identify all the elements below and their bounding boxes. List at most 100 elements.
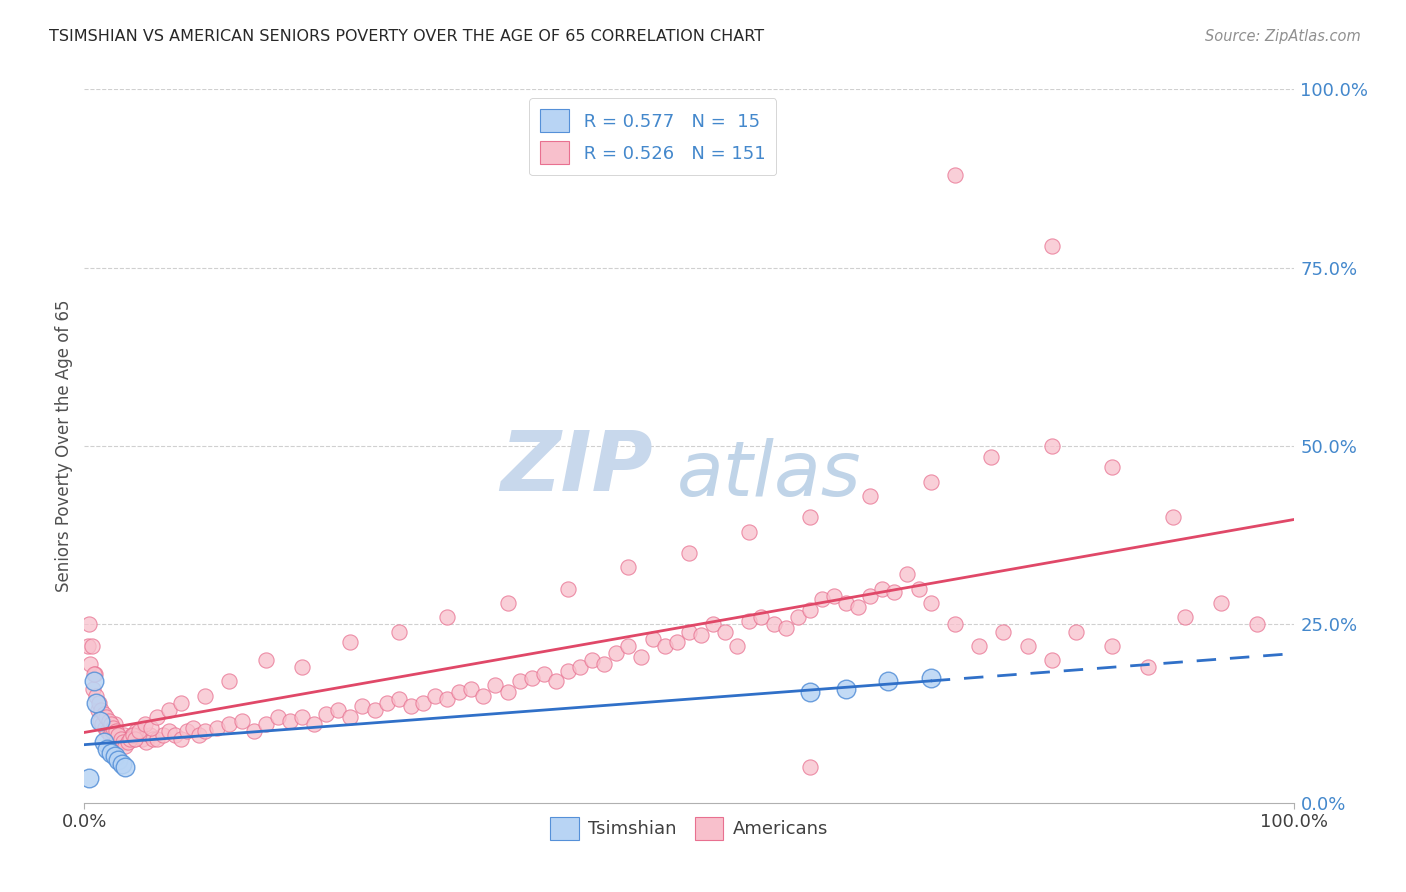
Point xyxy=(108,735,131,749)
Point xyxy=(751,610,773,624)
Point xyxy=(83,674,105,689)
Point xyxy=(194,689,217,703)
Point xyxy=(363,703,385,717)
Point xyxy=(98,728,121,742)
Point xyxy=(110,731,132,746)
Point xyxy=(1137,660,1160,674)
Point xyxy=(641,632,664,646)
Point xyxy=(823,589,845,603)
Point xyxy=(449,685,471,699)
Point xyxy=(654,639,676,653)
Point xyxy=(218,674,240,689)
Point xyxy=(170,731,193,746)
Point xyxy=(105,731,128,746)
Point xyxy=(630,649,652,664)
Point xyxy=(1040,653,1063,667)
Point xyxy=(122,731,145,746)
Point xyxy=(142,731,165,746)
Point xyxy=(91,717,114,731)
Point xyxy=(678,546,700,560)
Point xyxy=(111,756,134,771)
Point xyxy=(1040,439,1063,453)
Point xyxy=(86,689,108,703)
Point xyxy=(176,724,198,739)
Point xyxy=(859,589,882,603)
Point xyxy=(93,706,115,721)
Point xyxy=(165,728,187,742)
Point xyxy=(1174,610,1197,624)
Point xyxy=(278,714,301,728)
Point xyxy=(896,567,918,582)
Point xyxy=(90,703,112,717)
Point xyxy=(496,596,519,610)
Point xyxy=(1017,639,1039,653)
Point xyxy=(859,489,882,503)
Point xyxy=(557,664,579,678)
Point xyxy=(388,624,411,639)
Point xyxy=(80,639,103,653)
Point xyxy=(104,717,127,731)
Point xyxy=(107,753,129,767)
Point xyxy=(188,728,211,742)
Point xyxy=(152,728,174,742)
Point xyxy=(375,696,398,710)
Point xyxy=(139,721,162,735)
Point xyxy=(100,717,122,731)
Point xyxy=(231,714,253,728)
Point xyxy=(86,703,108,717)
Point xyxy=(786,610,808,624)
Point xyxy=(96,724,118,739)
Point xyxy=(811,592,834,607)
Point xyxy=(544,674,567,689)
Point xyxy=(835,596,858,610)
Point xyxy=(799,685,821,699)
Point xyxy=(107,728,129,742)
Point xyxy=(472,689,495,703)
Point xyxy=(181,721,204,735)
Point xyxy=(121,728,143,742)
Point xyxy=(104,724,127,739)
Point xyxy=(993,624,1015,639)
Point xyxy=(134,717,156,731)
Point xyxy=(1040,239,1063,253)
Point xyxy=(920,475,942,489)
Point xyxy=(131,731,153,746)
Point xyxy=(714,624,737,639)
Point xyxy=(89,714,111,728)
Text: Source: ZipAtlas.com: Source: ZipAtlas.com xyxy=(1205,29,1361,44)
Point xyxy=(111,731,134,746)
Point xyxy=(104,749,127,764)
Point xyxy=(877,674,900,689)
Point xyxy=(83,667,105,681)
Point xyxy=(128,724,150,739)
Point xyxy=(112,735,135,749)
Point xyxy=(423,689,446,703)
Point xyxy=(114,739,136,753)
Point xyxy=(339,710,361,724)
Point xyxy=(302,717,325,731)
Text: ZIP: ZIP xyxy=(501,427,652,508)
Point xyxy=(557,582,579,596)
Point xyxy=(388,692,411,706)
Point xyxy=(118,731,141,746)
Point xyxy=(254,653,277,667)
Point xyxy=(194,724,217,739)
Point xyxy=(291,660,314,674)
Point xyxy=(581,653,603,667)
Point xyxy=(738,524,761,539)
Point xyxy=(352,699,374,714)
Y-axis label: Seniors Poverty Over the Age of 65: Seniors Poverty Over the Age of 65 xyxy=(55,300,73,592)
Point xyxy=(267,710,290,724)
Point xyxy=(460,681,482,696)
Point xyxy=(86,696,108,710)
Point xyxy=(799,760,821,774)
Point xyxy=(967,639,990,653)
Point xyxy=(291,710,314,724)
Point xyxy=(93,735,115,749)
Point xyxy=(89,714,111,728)
Point xyxy=(569,660,592,674)
Point xyxy=(1064,624,1087,639)
Point xyxy=(1161,510,1184,524)
Point xyxy=(84,667,107,681)
Point xyxy=(207,721,229,735)
